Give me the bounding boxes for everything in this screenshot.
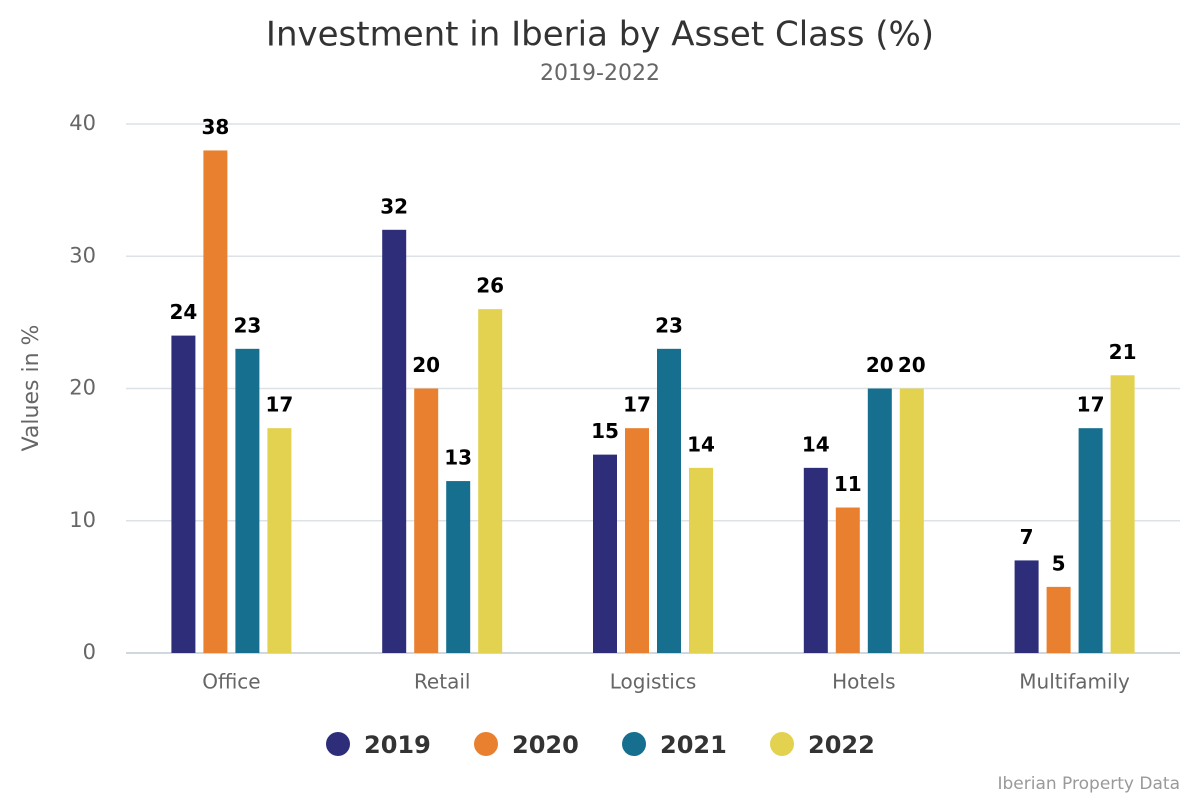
data-label: 13 [444, 446, 472, 470]
bar [1078, 428, 1103, 653]
data-label: 17 [1077, 393, 1105, 417]
data-label: 20 [898, 353, 926, 377]
legend-label: 2021 [660, 731, 727, 759]
data-label: 14 [687, 432, 715, 456]
bar [171, 335, 196, 653]
data-label: 38 [201, 115, 229, 139]
data-label: 15 [591, 419, 619, 443]
bar [446, 481, 471, 653]
data-label: 20 [866, 353, 894, 377]
data-label: 14 [802, 432, 830, 456]
legend-swatch [770, 732, 794, 756]
bar [267, 428, 292, 653]
bar [414, 388, 439, 653]
y-tick-label: 30 [69, 243, 96, 267]
bar [657, 348, 681, 653]
data-label: 21 [1109, 340, 1137, 364]
data-label: 32 [380, 194, 408, 218]
y-axis-title: Values in % [19, 325, 44, 452]
legend-label: 2020 [512, 731, 579, 759]
x-tick-label: Retail [414, 670, 471, 694]
data-label: 5 [1052, 551, 1066, 575]
bar [478, 309, 503, 653]
chart-subtitle: 2019-2022 [540, 61, 660, 86]
data-label: 23 [655, 313, 683, 337]
data-label: 11 [834, 472, 862, 496]
x-tick-label: Logistics [610, 670, 697, 694]
legend-label: 2019 [364, 731, 431, 759]
data-label: 17 [623, 393, 651, 417]
x-tick-label: Hotels [832, 670, 895, 694]
y-tick-label: 20 [69, 376, 96, 400]
data-label: 26 [476, 274, 504, 298]
legend-swatch [326, 732, 350, 756]
y-tick-label: 0 [83, 640, 96, 664]
data-label: 17 [265, 393, 293, 417]
bar [625, 428, 649, 653]
legend-swatch [622, 732, 646, 756]
data-label: 7 [1020, 525, 1034, 549]
data-label: 24 [169, 300, 197, 324]
bar [689, 467, 713, 653]
bar [1014, 560, 1039, 653]
legend-swatch [474, 732, 498, 756]
y-tick-label: 40 [69, 111, 96, 135]
x-tick-label: Office [202, 670, 260, 694]
bar [203, 150, 228, 653]
bar [803, 467, 828, 653]
bar [835, 507, 860, 653]
bar [235, 348, 260, 653]
bar [899, 388, 924, 653]
bar [867, 388, 892, 653]
chart-title: Investment in Iberia by Asset Class (%) [266, 15, 934, 55]
bar [382, 229, 407, 654]
x-tick-label: Multifamily [1019, 670, 1130, 694]
bar [1046, 586, 1071, 653]
data-label: 20 [412, 353, 440, 377]
data-label: 23 [233, 313, 261, 337]
bar [1110, 375, 1135, 653]
bar [593, 454, 617, 653]
y-tick-label: 10 [69, 508, 96, 532]
legend-label: 2022 [808, 731, 875, 759]
source: Iberian Property Data [997, 774, 1180, 794]
